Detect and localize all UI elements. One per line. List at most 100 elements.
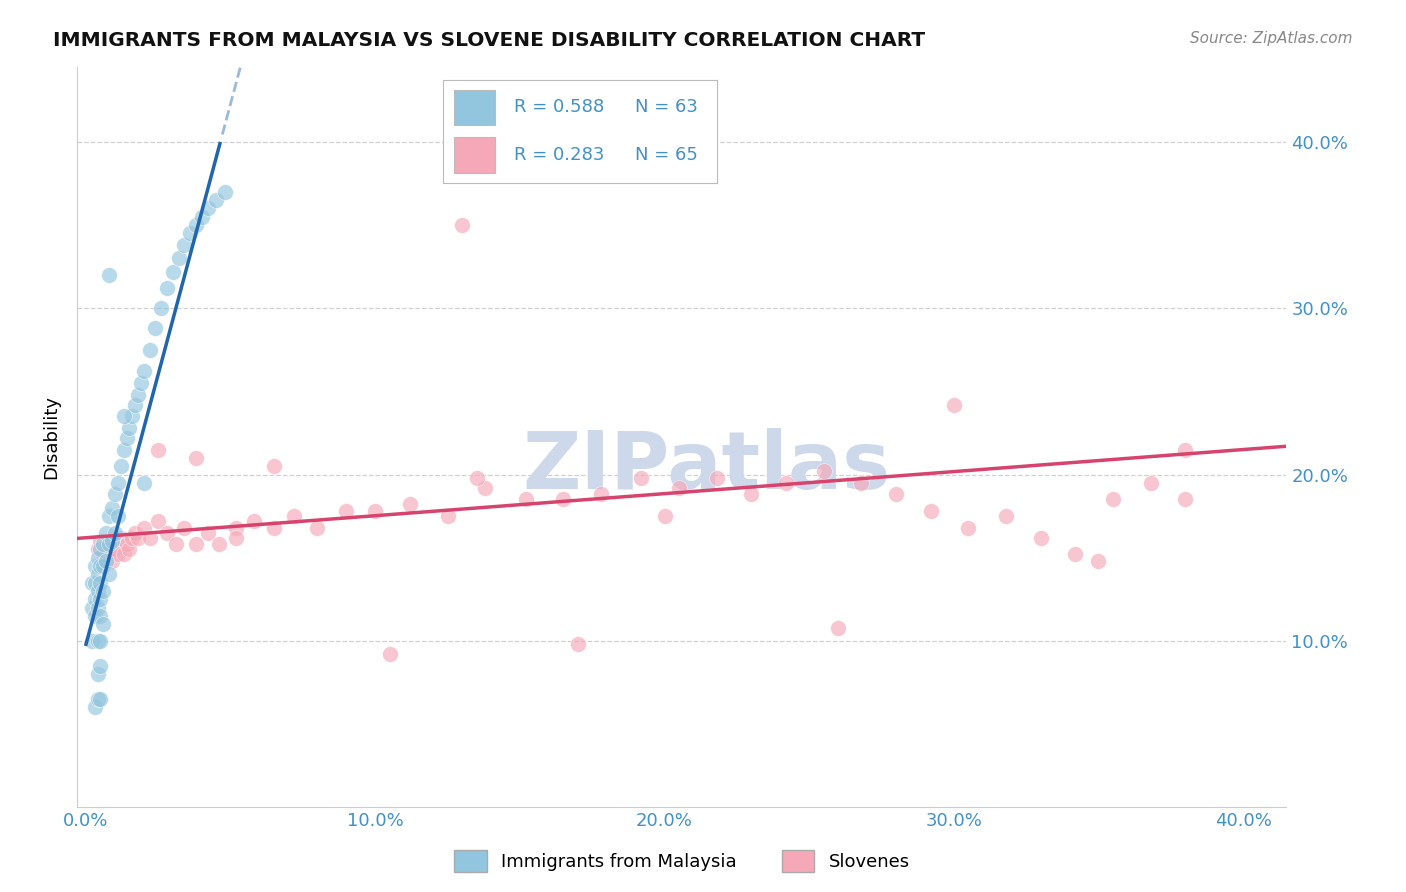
Point: [920, 504, 942, 518]
Point: [107, 547, 129, 561]
Point: [89, 592, 111, 607]
Point: [83, 592, 105, 607]
Point: [96, 554, 118, 568]
Point: [167, 251, 190, 265]
Point: [93, 537, 115, 551]
Point: [668, 481, 690, 495]
Point: [83, 700, 105, 714]
Point: [110, 459, 132, 474]
Point: [89, 575, 111, 590]
Point: [132, 521, 155, 535]
Point: [190, 210, 212, 224]
Point: [775, 475, 797, 490]
Point: [225, 531, 247, 545]
Point: [86, 600, 108, 615]
Text: N = 65: N = 65: [636, 145, 697, 163]
Point: [98, 509, 121, 524]
Point: [112, 409, 135, 424]
Point: [1139, 475, 1161, 490]
Point: [104, 525, 127, 540]
Point: [86, 667, 108, 681]
Point: [86, 584, 108, 599]
Point: [89, 609, 111, 624]
Point: [93, 547, 115, 561]
Point: [148, 514, 170, 528]
Point: [89, 633, 111, 648]
Point: [101, 534, 124, 549]
Point: [80, 633, 103, 648]
Point: [165, 537, 187, 551]
Point: [107, 509, 129, 524]
Point: [148, 442, 170, 457]
Point: [98, 567, 121, 582]
Point: [118, 542, 141, 557]
Point: [214, 185, 236, 199]
Point: [162, 264, 184, 278]
Point: [98, 268, 121, 282]
Point: [127, 531, 149, 545]
Point: [127, 387, 149, 401]
Point: [86, 542, 108, 557]
Point: [150, 301, 173, 315]
Point: [93, 617, 115, 632]
Point: [80, 600, 103, 615]
Point: [124, 525, 146, 540]
FancyBboxPatch shape: [454, 136, 495, 173]
Text: R = 0.283: R = 0.283: [515, 145, 605, 163]
Point: [942, 398, 965, 412]
Point: [115, 431, 138, 445]
Point: [83, 609, 105, 624]
Point: [184, 218, 207, 232]
Point: [957, 521, 980, 535]
Point: [110, 531, 132, 545]
Point: [399, 498, 422, 512]
Text: IMMIGRANTS FROM MALAYSIA VS SLOVENE DISABILITY CORRELATION CHART: IMMIGRANTS FROM MALAYSIA VS SLOVENE DISA…: [53, 31, 925, 50]
FancyBboxPatch shape: [454, 89, 495, 126]
Point: [93, 559, 115, 574]
Point: [173, 238, 195, 252]
Point: [553, 492, 575, 507]
Point: [515, 492, 537, 507]
Point: [89, 542, 111, 557]
Point: [98, 542, 121, 557]
Point: [283, 509, 305, 524]
Point: [86, 550, 108, 565]
Point: [121, 531, 143, 545]
Point: [104, 542, 127, 557]
Text: R = 0.588: R = 0.588: [515, 98, 605, 117]
Point: [83, 559, 105, 574]
Point: [851, 475, 873, 490]
Point: [118, 421, 141, 435]
Point: [93, 584, 115, 599]
Point: [89, 692, 111, 706]
Point: [263, 459, 285, 474]
Point: [121, 409, 143, 424]
Point: [138, 531, 160, 545]
Point: [138, 343, 160, 357]
Point: [208, 537, 231, 551]
Point: [96, 554, 118, 568]
Point: [89, 658, 111, 673]
Point: [107, 475, 129, 490]
Point: [263, 521, 285, 535]
Point: [827, 621, 849, 635]
Point: [173, 521, 195, 535]
Point: [197, 202, 219, 216]
Point: [567, 637, 589, 651]
Point: [89, 534, 111, 549]
Point: [706, 471, 728, 485]
Point: [98, 537, 121, 551]
Point: [307, 521, 329, 535]
Point: [112, 442, 135, 457]
Point: [205, 193, 228, 207]
Text: N = 63: N = 63: [636, 98, 697, 117]
Text: ZIPatlas: ZIPatlas: [522, 427, 890, 506]
Point: [184, 450, 207, 465]
Point: [225, 521, 247, 535]
Point: [86, 692, 108, 706]
Point: [630, 471, 652, 485]
Point: [112, 547, 135, 561]
Point: [89, 559, 111, 574]
Point: [129, 376, 152, 390]
Point: [101, 554, 124, 568]
